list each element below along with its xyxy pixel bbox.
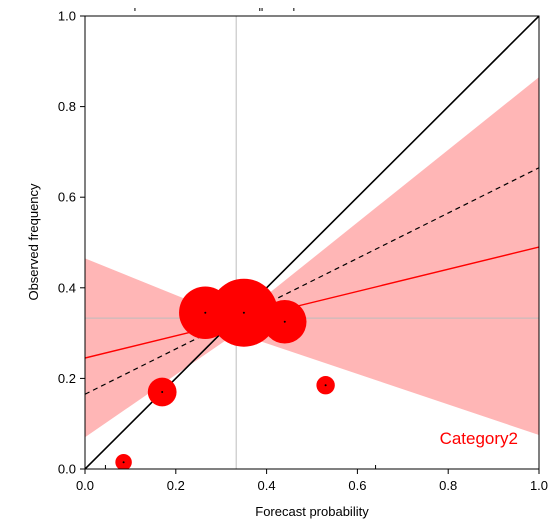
- y-tick-label: 0.8: [58, 99, 76, 114]
- y-tick-label: 1.0: [58, 9, 76, 24]
- plot-content: [85, 16, 539, 469]
- x-tick-label: 0.4: [258, 478, 276, 493]
- x-tick-label: 1.0: [530, 478, 548, 493]
- y-tick-label: 0.0: [58, 462, 76, 477]
- y-tick-label: 0.6: [58, 190, 76, 205]
- x-tick-label: 0.2: [167, 478, 185, 493]
- y-axis-label: Observed frequency: [26, 183, 41, 301]
- confidence-band: [85, 77, 539, 438]
- reliability-point-center: [283, 320, 286, 323]
- y-tick-label: 0.4: [58, 280, 76, 295]
- plot-frame: [84, 15, 540, 470]
- reliability-point-center: [204, 311, 207, 314]
- x-tick-label: 0.8: [439, 478, 457, 493]
- y-axis-ticks: 0.0 0.2 0.4 0.6 0.8 1.0: [58, 9, 85, 477]
- x-axis-ticks: 0.0 0.2 0.4 0.6 0.8 1.0: [76, 469, 548, 493]
- reliability-fit-line: [85, 246, 539, 359]
- reliability-point-center: [161, 390, 164, 393]
- reliability-point-center: [324, 384, 327, 387]
- dashed-fit-line: [85, 167, 539, 395]
- x-tick-label: 0.6: [348, 478, 366, 493]
- reliability-point-center: [242, 311, 245, 314]
- reliability-point-center: [122, 461, 125, 464]
- x-tick-label: 0.0: [76, 478, 94, 493]
- category-label: Category2: [440, 429, 518, 448]
- y-tick-label: 0.2: [58, 371, 76, 386]
- x-axis-label: Forecast probability: [255, 504, 369, 519]
